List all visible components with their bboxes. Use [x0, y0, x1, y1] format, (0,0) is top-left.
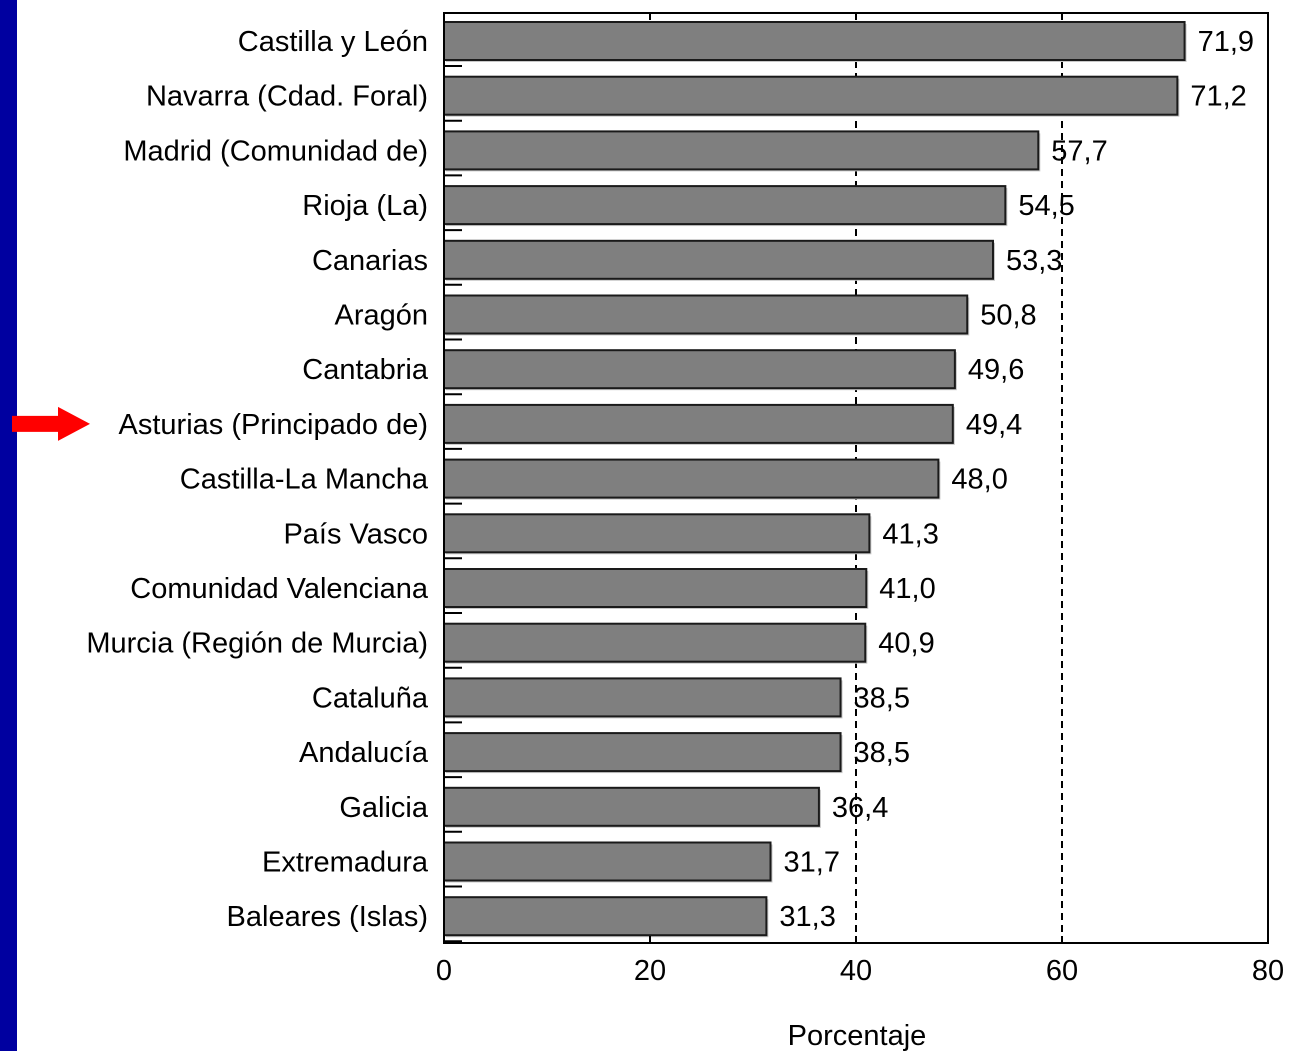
left-accent-bar — [0, 0, 17, 1051]
value-label: 38,5 — [854, 737, 910, 769]
category-label: Extremadura — [262, 847, 429, 879]
x-axis-title: Porcentaje — [788, 1020, 927, 1051]
value-label: 31,7 — [784, 847, 840, 879]
bar — [443, 513, 871, 554]
bar — [443, 130, 1040, 171]
value-label: 36,4 — [832, 792, 888, 824]
arrow-shape — [12, 406, 90, 441]
bar — [443, 732, 842, 773]
value-label: 41,3 — [882, 518, 938, 550]
category-label: Cataluña — [312, 682, 429, 714]
value-label: 54,5 — [1018, 190, 1074, 222]
x-tick-label: 20 — [634, 955, 666, 987]
bars — [443, 21, 1187, 943]
value-label: 31,3 — [779, 901, 835, 933]
value-label: 71,9 — [1198, 26, 1254, 58]
category-labels: Castilla y León Navarra (Cdad. Foral) Madr… — [86, 26, 429, 933]
reference-lines — [855, 13, 1063, 943]
x-tick-label: 80 — [1252, 955, 1284, 987]
bar — [443, 568, 868, 608]
category-label: País Vasco — [283, 518, 428, 550]
value-labels: 71,9 71,2 57,7 54,5 53,3 50,8 49,6 49,4 48,0 41,3… — [779, 26, 1254, 933]
bar — [443, 403, 954, 444]
category-label: Aragón — [334, 300, 428, 332]
category-label: Madrid (Comunidad de) — [123, 135, 428, 167]
bar — [443, 349, 956, 390]
bar — [443, 458, 940, 499]
category-label: Comunidad Valenciana — [130, 573, 429, 605]
category-label: Castilla y León — [238, 26, 428, 58]
category-label: Galicia — [339, 792, 429, 824]
value-label: 48,0 — [951, 464, 1007, 496]
bar — [443, 21, 1186, 61]
category-label: Andalucía — [299, 737, 429, 769]
bar — [443, 622, 867, 663]
x-tick-label: 40 — [840, 955, 872, 987]
bar — [443, 786, 820, 827]
bar — [443, 75, 1179, 116]
x-tick-label: 0 — [436, 955, 452, 987]
bar — [443, 185, 1007, 226]
value-label: 53,3 — [1006, 245, 1062, 277]
value-label: 49,6 — [968, 354, 1024, 386]
value-label: 71,2 — [1190, 81, 1246, 113]
red-right-arrow-icon — [12, 406, 90, 441]
x-tick-label: 60 — [1046, 955, 1078, 987]
value-label: 41,0 — [879, 573, 935, 605]
category-label: Asturias (Principado de) — [119, 409, 428, 441]
bar — [443, 896, 768, 937]
category-label: Canarias — [312, 245, 428, 277]
bar — [443, 239, 994, 280]
bar — [443, 841, 772, 882]
value-label: 57,7 — [1051, 135, 1107, 167]
category-label: Baleares (Islas) — [227, 901, 428, 933]
x-axis-ticks: 0 20 40 60 80 — [436, 13, 1284, 987]
value-label: 49,4 — [966, 409, 1022, 441]
value-label: 40,9 — [878, 628, 934, 660]
value-label: 50,8 — [980, 300, 1036, 332]
category-label: Castilla-La Mancha — [180, 464, 429, 496]
category-label: Cantabria — [302, 354, 429, 386]
value-label: 38,5 — [854, 682, 910, 714]
category-label: Navarra (Cdad. Foral) — [146, 81, 428, 113]
category-label: Murcia (Región de Murcia) — [86, 628, 428, 660]
category-label: Rioja (La) — [302, 190, 428, 222]
bar — [443, 677, 842, 718]
bar — [443, 294, 969, 335]
